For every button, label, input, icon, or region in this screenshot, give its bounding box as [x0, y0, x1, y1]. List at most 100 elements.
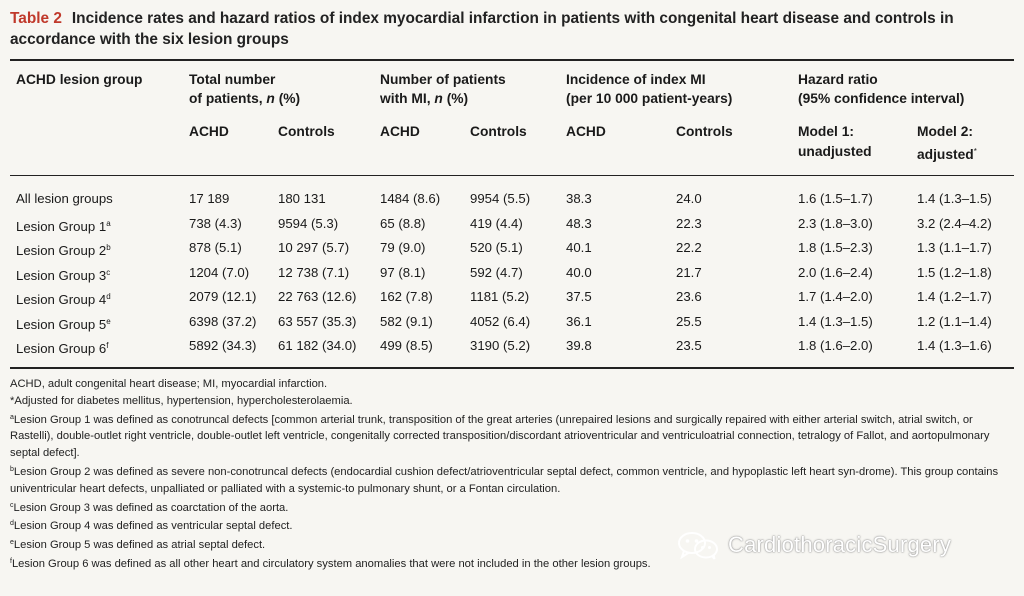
header-hr-line1: Hazard ratio [798, 72, 878, 87]
cell-mi-ctrl: 9954 (5.5) [470, 191, 531, 206]
header-hr-line2: (95% confidence interval) [798, 91, 965, 106]
cell-total-achd: 6398 (37.2) [189, 313, 257, 329]
header-mi-achd: ACHD [380, 124, 420, 139]
cell-total-achd: 878 (5.1) [189, 240, 242, 255]
footnote: eLesion Group 5 was defined as atrial se… [10, 539, 266, 552]
top-rule [10, 59, 1014, 61]
cell-total-achd: 17 189 [189, 191, 230, 206]
footnote: dLesion Group 4 was defined as ventricul… [10, 520, 293, 533]
watermark: CardiothoracicSurgery [676, 530, 951, 560]
footnote: *Adjusted for diabetes mellitus, hyperte… [10, 394, 353, 407]
cell-total-achd: 738 (4.3) [189, 215, 242, 231]
row-label: Lesion Group 1a [16, 218, 111, 234]
table-caption: Table 2 Incidence rates and hazard ratios… [10, 8, 1014, 50]
cell-inc-ctrl: 24.0 [676, 191, 702, 206]
watermark-text: CardiothoracicSurgery [728, 532, 952, 557]
cell-inc-ctrl: 21.7 [676, 264, 702, 280]
cell-inc-achd: 40.1 [566, 240, 592, 255]
header-incidence-line1: Incidence of index MI [566, 72, 706, 87]
cell-inc-achd: 48.3 [566, 215, 592, 231]
header-rule [10, 175, 1014, 176]
cell-hr1: 1.4 (1.3–1.5) [798, 313, 873, 329]
cell-hr1: 1.8 (1.6–2.0) [798, 338, 873, 353]
header-incidence-line2: (per 10 000 patient-years) [566, 91, 733, 106]
cell-mi-ctrl: 520 (5.1) [470, 240, 523, 255]
header-model1-line1: Model 1: [798, 124, 854, 139]
wechat-logo-icon [678, 532, 718, 560]
row-label: Lesion Group 2b [16, 243, 111, 258]
cell-inc-achd: 38.3 [566, 191, 592, 206]
cell-mi-ctrl: 419 (4.4) [470, 215, 523, 231]
header-inc-achd: ACHD [566, 124, 606, 139]
cell-mi-achd: 1484 (8.6) [380, 191, 441, 206]
header-model2-line2: adjusted* [917, 147, 977, 162]
cell-inc-ctrl: 25.5 [676, 313, 702, 329]
header-total-achd: ACHD [189, 124, 229, 139]
row-label: Lesion Group 4d [16, 292, 111, 307]
header-total-controls: Controls [278, 124, 335, 139]
footnote: bLesion Group 2 was defined as severe no… [10, 465, 999, 495]
header-model1-line2: unadjusted [798, 144, 872, 159]
cell-mi-achd: 65 (8.8) [380, 215, 426, 231]
row-label: All lesion groups [16, 191, 113, 206]
cell-mi-ctrl: 3190 (5.2) [470, 338, 531, 353]
footnote: cLesion Group 3 was defined as coarctati… [10, 501, 289, 514]
cell-hr1: 1.6 (1.5–1.7) [798, 191, 873, 206]
cell-mi-ctrl: 592 (4.7) [470, 264, 523, 280]
cell-mi-achd: 97 (8.1) [380, 264, 426, 280]
cell-hr1: 1.7 (1.4–2.0) [798, 289, 873, 304]
cell-total-ctrl: 12 738 (7.1) [278, 264, 350, 280]
table-title: Incidence rates and hazard ratios of ind… [10, 10, 954, 48]
cell-total-ctrl: 10 297 (5.7) [278, 240, 350, 255]
cell-inc-achd: 40.0 [566, 264, 592, 280]
cell-hr1: 2.3 (1.8–3.0) [798, 215, 873, 231]
cell-inc-achd: 37.5 [566, 289, 592, 304]
cell-inc-ctrl: 23.5 [676, 338, 702, 353]
row-label: Lesion Group 3c [16, 267, 111, 283]
header-mi-controls: Controls [470, 124, 527, 139]
cell-hr1: 1.8 (1.5–2.3) [798, 240, 873, 255]
cell-total-ctrl: 61 182 (34.0) [278, 338, 357, 353]
cell-total-ctrl: 9594 (5.3) [278, 215, 339, 231]
cell-hr2: 3.2 (2.4–4.2) [917, 215, 992, 231]
header-mi-line1: Number of patients [380, 72, 506, 87]
cell-mi-achd: 582 (9.1) [380, 313, 433, 329]
cell-total-ctrl: 180 131 [278, 191, 326, 206]
cell-inc-ctrl: 23.6 [676, 289, 702, 304]
header-total-line2: of patients, n (%) [189, 91, 301, 106]
footnote: ACHD, adult congenital heart disease; MI… [10, 378, 328, 390]
cell-inc-achd: 39.8 [566, 338, 592, 353]
cell-total-achd: 5892 (34.3) [189, 338, 257, 353]
header-inc-controls: Controls [676, 124, 733, 139]
cell-hr2: 1.5 (1.2–1.8) [917, 264, 992, 280]
row-label: Lesion Group 6f [16, 341, 109, 356]
cell-total-achd: 1204 (7.0) [189, 264, 250, 280]
footnote: fLesion Group 6 was defined as all other… [10, 557, 651, 570]
cell-hr1: 2.0 (1.6–2.4) [798, 264, 873, 280]
cell-mi-ctrl: 4052 (6.4) [470, 313, 531, 329]
header-lesion-group: ACHD lesion group [16, 72, 143, 87]
cell-total-ctrl: 22 763 (12.6) [278, 289, 357, 304]
header-model2-line1: Model 2: [917, 124, 973, 139]
cell-inc-achd: 36.1 [566, 313, 592, 329]
cell-hr2: 1.3 (1.1–1.7) [917, 240, 992, 255]
cell-mi-achd: 79 (9.0) [380, 240, 426, 255]
cell-total-ctrl: 63 557 (35.3) [278, 313, 357, 329]
cell-mi-ctrl: 1181 (5.2) [470, 289, 530, 304]
row-label: Lesion Group 5e [16, 316, 111, 332]
footnote: aLesion Group 1 was defined as conotrunc… [10, 413, 990, 460]
header-total-line1: Total number [189, 72, 276, 87]
table-number: Table 2 [10, 10, 62, 27]
footnotes: ACHD, adult congenital heart disease; MI… [10, 376, 1010, 573]
cell-inc-ctrl: 22.3 [676, 215, 702, 231]
cell-hr2: 1.4 (1.3–1.6) [917, 338, 992, 353]
bottom-rule [10, 367, 1014, 369]
cell-hr2: 1.4 (1.3–1.5) [917, 191, 992, 206]
header-mi-line2: with MI, n (%) [380, 91, 469, 106]
cell-hr2: 1.4 (1.2–1.7) [917, 289, 992, 304]
cell-hr2: 1.2 (1.1–1.4) [917, 313, 992, 329]
cell-mi-achd: 499 (8.5) [380, 338, 433, 353]
cell-mi-achd: 162 (7.8) [380, 289, 433, 304]
cell-total-achd: 2079 (12.1) [189, 289, 257, 304]
cell-inc-ctrl: 22.2 [676, 240, 702, 255]
